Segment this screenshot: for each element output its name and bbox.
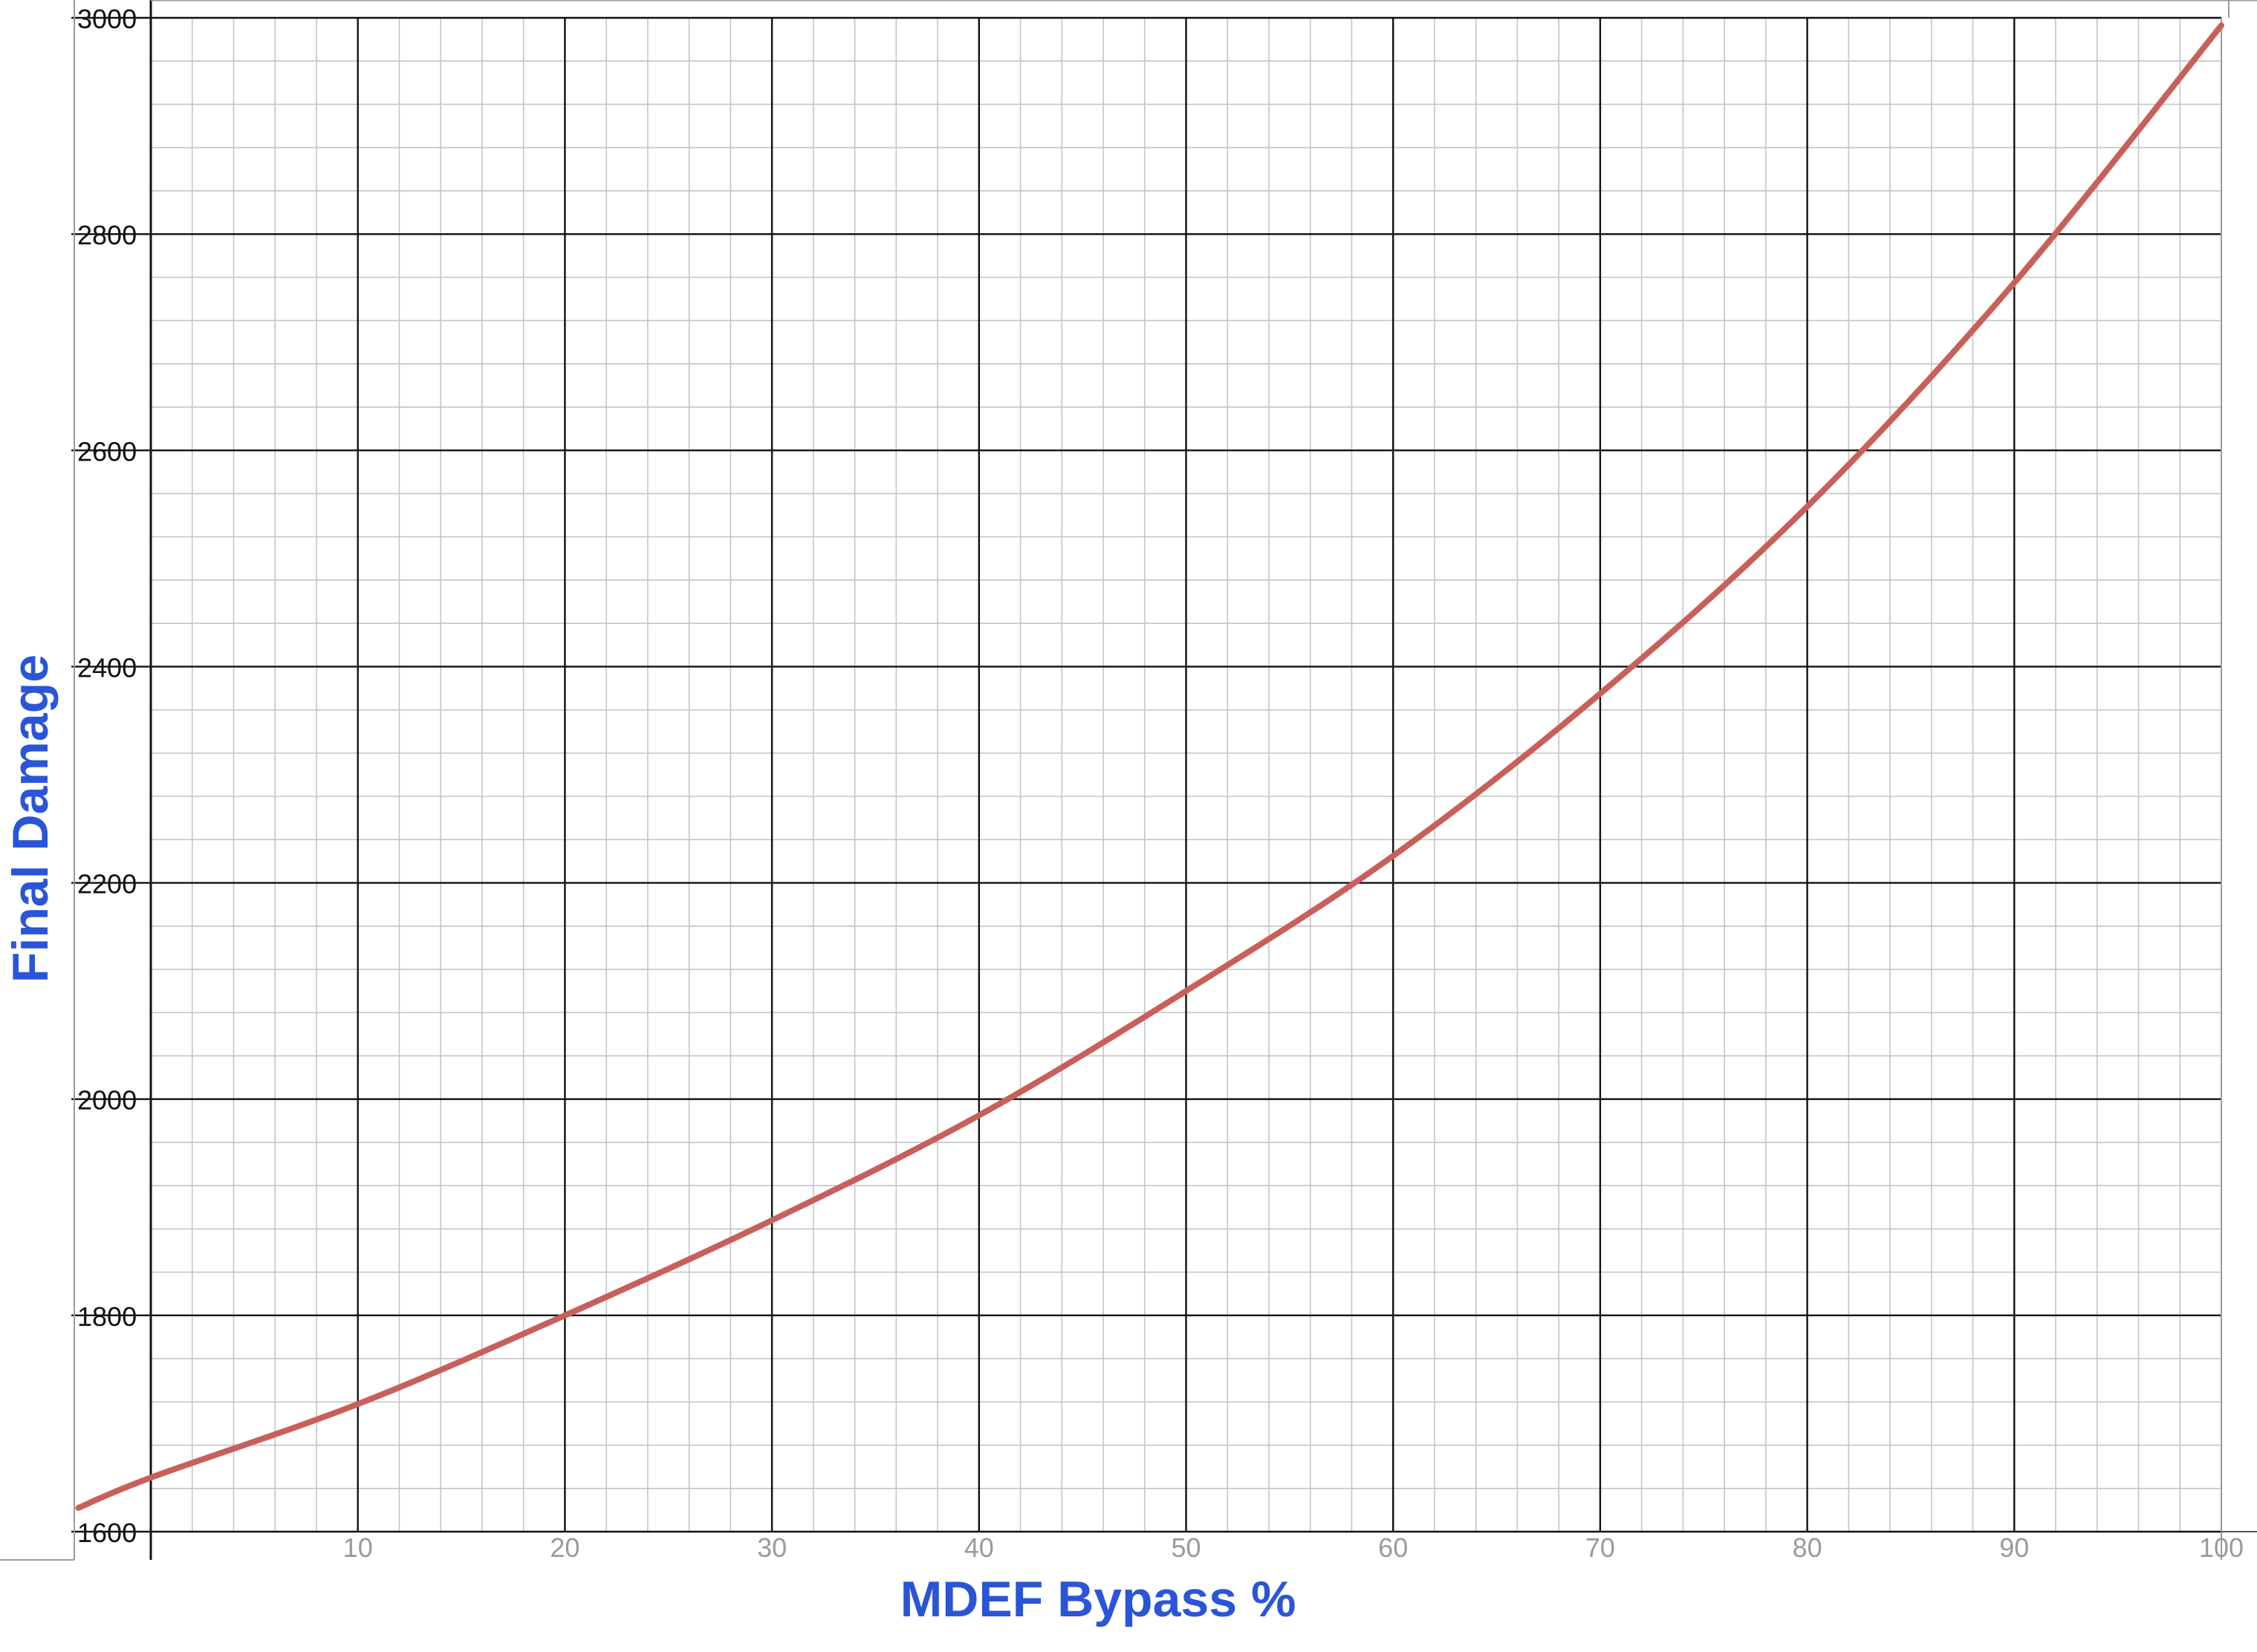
series-group (75, 22, 2224, 1511)
y-tick-label: 2600 (77, 436, 137, 466)
x-tick-label: 100 (2199, 1532, 2244, 1563)
x-tick-label: 90 (1999, 1532, 2029, 1563)
x-tick-labels: 10 20 30 40 50 60 70 80 90 100 (343, 1532, 2244, 1563)
y-tick-label: 2800 (77, 220, 137, 250)
series-line-0 (75, 22, 2224, 1511)
y-tick-label: 3000 (77, 4, 137, 34)
x-tick-label: 50 (1171, 1532, 1201, 1563)
plot-frame (0, 0, 2257, 1561)
x-tick-label: 20 (550, 1532, 579, 1563)
y-tick-labels: 1600 1800 2000 2200 2400 2600 2800 3000 (77, 4, 137, 1548)
y-axis-title: Final Damage (2, 654, 59, 983)
x-tick-label: 10 (343, 1532, 373, 1563)
y-tick-label: 1800 (77, 1301, 137, 1332)
y-tick-label: 2200 (77, 869, 137, 900)
y-tick-label: 1600 (77, 1518, 137, 1548)
y-tick-label: 2000 (77, 1085, 137, 1116)
x-tick-label: 40 (964, 1532, 994, 1563)
x-tick-label: 30 (757, 1532, 787, 1563)
x-axis-title: MDEF Bypass % (900, 1571, 1296, 1627)
minor-gridlines (151, 18, 2221, 1532)
major-gridlines (71, 16, 2221, 1533)
x-tick-label: 70 (1585, 1532, 1615, 1563)
x-tick-label: 60 (1378, 1532, 1408, 1563)
x-tick-label: 80 (1793, 1532, 1822, 1563)
y-tick-label: 2400 (77, 652, 137, 683)
